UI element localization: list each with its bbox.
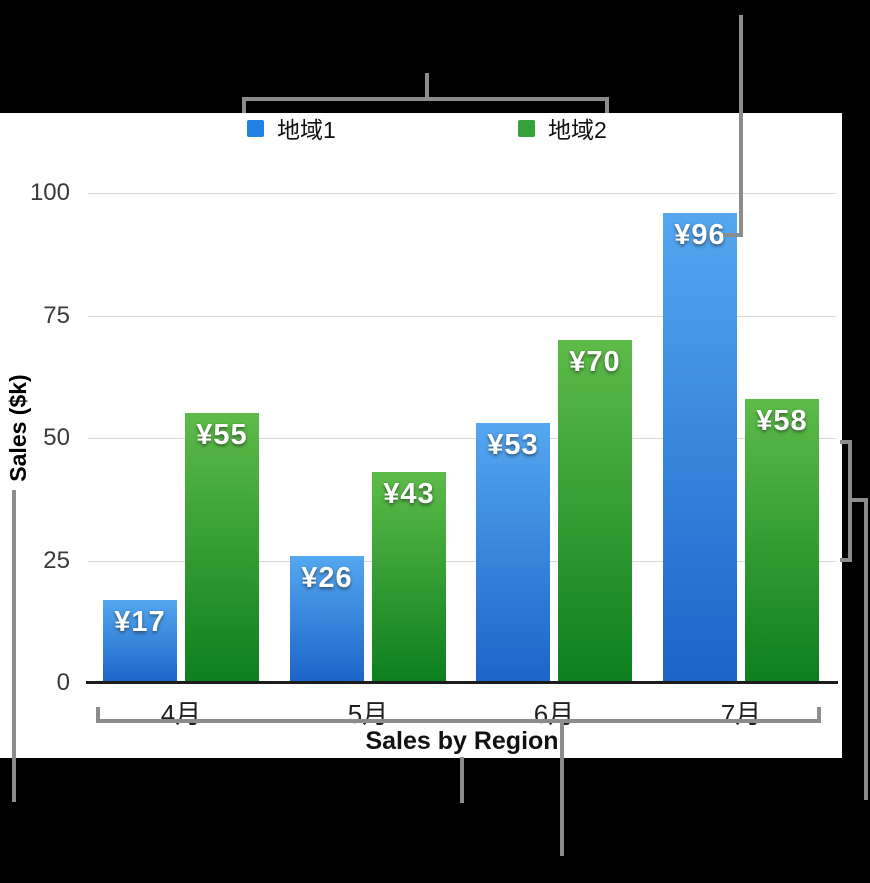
y-tick-label-25: 25 (43, 547, 70, 574)
bar-地域1-4月: ¥17 (103, 600, 177, 683)
bar-地域2-6月: ¥70 (558, 340, 632, 683)
category-callout-stem (560, 719, 564, 856)
bar-value-label: ¥43 (383, 478, 435, 510)
series-callout-tick-top (840, 440, 852, 444)
bar-地域1-6月: ¥53 (476, 423, 550, 683)
legend-callout-tick-left (242, 97, 246, 113)
bar-地域1-5月: ¥26 (290, 556, 364, 683)
gridline-25 (88, 561, 836, 562)
series-callout-tick-bottom (840, 558, 852, 562)
x-tick-label-7月: 7月 (720, 699, 762, 729)
bar-地域2-4月: ¥55 (185, 413, 259, 683)
y-tick-label-50: 50 (43, 424, 70, 451)
legend-label: 地域2 (548, 117, 607, 143)
y-tick-label-0: 0 (56, 669, 70, 696)
legend-callout-bracket (242, 97, 609, 101)
legend-swatch-地域2 (518, 119, 535, 137)
value-axis-callout-line (12, 490, 16, 802)
category-callout-bracket (96, 719, 821, 723)
gridline-100 (88, 193, 836, 194)
legend-callout-stem (425, 73, 429, 101)
value-label-callout-leg (723, 233, 743, 237)
x-axis-title: Sales by Region (365, 727, 559, 755)
legend-item-地域1: 地域1 (247, 115, 336, 143)
category-callout-tick-left (96, 707, 100, 723)
x-axis-line (86, 681, 838, 684)
legend-swatch-地域1 (247, 119, 264, 137)
legend-callout-tick-right (605, 97, 609, 113)
value-label-callout-line (739, 15, 743, 237)
series-callout-mid (848, 498, 868, 502)
y-tick-label-100: 100 (29, 179, 70, 206)
series-callout-line (864, 498, 868, 800)
y-tick-label-75: 75 (43, 302, 70, 329)
x-tick-label-4月: 4月 (160, 699, 202, 729)
bar-value-label: ¥53 (487, 429, 539, 461)
x-tick-label-5月: 5月 (347, 699, 389, 729)
legend-item-地域2: 地域2 (518, 115, 607, 143)
axis-title-callout-line (460, 757, 464, 803)
bar-value-label: ¥55 (196, 419, 248, 451)
x-tick-label-6月: 6月 (533, 699, 575, 729)
bar-value-label: ¥96 (674, 219, 726, 251)
bar-value-label: ¥70 (569, 346, 621, 378)
legend-label: 地域1 (277, 117, 336, 143)
category-callout-tick-right (817, 707, 821, 723)
gridline-50 (88, 438, 836, 439)
bar-value-label: ¥58 (756, 405, 808, 437)
bar-value-label: ¥17 (114, 606, 166, 638)
gridline-75 (88, 316, 836, 317)
bar-value-label: ¥26 (301, 562, 353, 594)
bar-地域1-7月: ¥96 (663, 213, 737, 683)
bar-地域2-7月: ¥58 (745, 399, 819, 683)
bar-地域2-5月: ¥43 (372, 472, 446, 683)
